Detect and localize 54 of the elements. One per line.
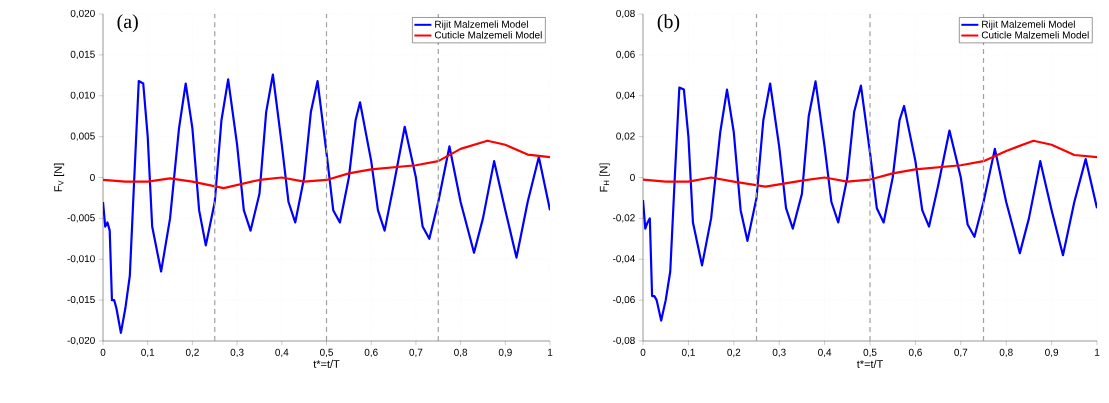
legend-label: Rijit Malzemeli Model: [982, 20, 1075, 30]
x-tick-label: 0,8: [999, 348, 1013, 358]
y-tick-label: -0,015: [67, 296, 95, 305]
x-tick-label: 0: [640, 348, 646, 356]
x-axis-title: t*=t/T: [856, 359, 884, 368]
y-tick-label: -0,06: [612, 296, 635, 305]
y-tick-label: 0,020: [70, 9, 95, 19]
x-tick-label: 0,2: [727, 348, 741, 358]
y-tick-label: -0,005: [67, 214, 95, 223]
x-tick-label: 0,6: [364, 348, 378, 358]
y-axis-title: F$_{V}$ [N]: [53, 163, 65, 192]
y-tick-label: 0: [90, 173, 95, 182]
y-tick-label: 0,015: [70, 50, 95, 59]
x-tick-label: 0,7: [954, 348, 968, 358]
y-tick-label: 0,02: [616, 132, 635, 141]
line-series: [643, 139, 1098, 188]
y-tick-label: -0,02: [612, 214, 635, 223]
x-tick-label: 0,4: [275, 348, 289, 358]
line-series: [103, 73, 551, 334]
x-tick-label: 0,2: [185, 348, 199, 358]
line-series: [103, 139, 551, 190]
y-tick-label: 0,06: [616, 50, 635, 59]
x-tick-label: 0,1: [141, 348, 155, 358]
y-tick-label: -0,08: [612, 336, 635, 346]
x-tick-label: 0,4: [818, 348, 832, 358]
y-tick-label: -0,020: [67, 336, 95, 346]
x-tick-label: 0,5: [863, 348, 877, 358]
x-tick-label: 0,1: [681, 348, 695, 358]
x-tick-label: 1: [1095, 348, 1100, 356]
x-tick-label: 0,9: [498, 348, 512, 358]
x-tick-label: 0,9: [1045, 348, 1059, 358]
annotation: (b): [657, 14, 680, 33]
y-tick-label: 0,005: [70, 132, 95, 141]
legend-label: Cuticle Malzemeli Model: [981, 31, 1089, 39]
x-tick-label: 0,3: [772, 348, 786, 358]
y-tick-label: 0,08: [616, 9, 635, 19]
x-tick-label: 0,8: [454, 348, 468, 358]
y-tick-label: 0: [630, 173, 635, 182]
x-tick-label: 0,3: [230, 348, 244, 358]
y-tick-label: 0,010: [70, 91, 95, 100]
annotation: (a): [117, 14, 138, 33]
line-series: [643, 80, 1098, 322]
legend-label: Cuticle Malzemeli Model: [434, 31, 542, 39]
y-tick-label: 0,04: [616, 91, 635, 100]
x-tick-label: 0,5: [319, 348, 334, 358]
x-tick-label: 0: [100, 348, 106, 356]
x-tick-label: 0,6: [908, 348, 922, 358]
y-tick-label: -0,010: [67, 255, 95, 264]
y-axis-title: F$_{H}$ [N]: [599, 163, 610, 192]
legend-label: Rijit Malzemeli Model: [435, 20, 528, 30]
x-axis-title: t*=t/T: [313, 359, 340, 368]
y-tick-label: -0,04: [612, 255, 635, 264]
x-tick-label: 1: [548, 348, 553, 356]
x-tick-label: 0,7: [409, 348, 423, 358]
